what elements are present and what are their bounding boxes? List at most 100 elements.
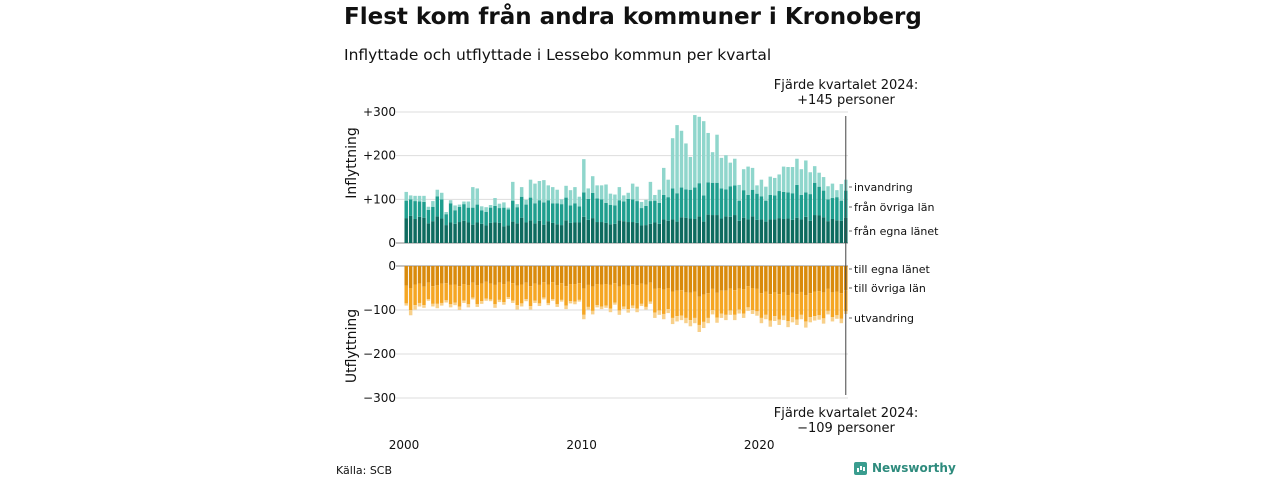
bar-in-1 <box>417 201 422 217</box>
bar-out-2 <box>759 317 764 324</box>
bar-out-0 <box>448 266 453 285</box>
bar-in-0 <box>435 216 440 243</box>
bar-out-1 <box>773 292 777 317</box>
y-axis-title-out: Utflyttning <box>344 309 360 383</box>
bar-in-2 <box>586 188 590 199</box>
bar-out-0 <box>497 266 502 283</box>
bar-in-0 <box>737 220 741 243</box>
bar-in-1 <box>644 205 648 226</box>
inflow-bars <box>404 115 848 243</box>
bar-out-2 <box>719 313 724 318</box>
bar-in-2 <box>710 152 715 183</box>
bar-in-1 <box>741 190 746 218</box>
bar-in-0 <box>595 222 599 243</box>
bar-in-1 <box>466 207 471 223</box>
bar-in-2 <box>773 177 777 196</box>
bar-in-0 <box>724 216 728 243</box>
bar-in-0 <box>799 219 804 243</box>
bar-in-0 <box>528 220 533 243</box>
bar-out-1 <box>777 294 781 320</box>
brand-name: Newsworthy <box>872 461 956 475</box>
bar-in-0 <box>555 224 559 243</box>
bar-out-0 <box>599 266 604 285</box>
bar-in-0 <box>657 223 662 243</box>
bar-out-2 <box>608 308 613 313</box>
bar-in-0 <box>466 222 471 243</box>
bar-in-2 <box>657 189 662 203</box>
bar-in-0 <box>733 215 737 243</box>
bar-in-2 <box>431 201 435 207</box>
bar-out-0 <box>626 266 630 286</box>
legend-label-in: invandring <box>854 181 913 194</box>
bar-in-2 <box>488 205 493 208</box>
bar-in-1 <box>622 201 626 222</box>
bar-out-1 <box>524 282 528 299</box>
bar-out-0 <box>666 266 670 288</box>
bar-in-0 <box>817 215 821 243</box>
bar-out-1 <box>817 291 821 316</box>
bar-out-1 <box>586 284 590 307</box>
bar-out-1 <box>431 286 435 304</box>
bar-in-1 <box>688 189 693 219</box>
bar-out-2 <box>511 300 515 303</box>
bar-out-0 <box>533 266 537 284</box>
bar-in-1 <box>835 197 839 221</box>
bar-out-0 <box>630 266 635 285</box>
bar-in-2 <box>537 180 542 201</box>
bar-out-1 <box>533 283 537 301</box>
bar-in-1 <box>804 192 808 217</box>
bar-in-0 <box>755 219 759 243</box>
bar-out-2 <box>799 314 804 320</box>
bar-in-0 <box>453 223 457 243</box>
bar-in-0 <box>688 218 693 243</box>
bar-out-2 <box>422 305 426 308</box>
y-axis-title-in: Inflyttning <box>344 127 360 199</box>
bar-in-1 <box>475 204 479 223</box>
bar-in-2 <box>408 195 413 200</box>
bar-out-0 <box>471 266 475 283</box>
bar-in-0 <box>804 216 808 243</box>
bar-out-0 <box>444 266 448 284</box>
bar-in-0 <box>790 219 795 243</box>
bar-out-1 <box>679 290 684 316</box>
bar-out-2 <box>564 305 568 310</box>
bar-in-0 <box>662 219 666 243</box>
bar-in-1 <box>790 193 795 220</box>
bar-in-0 <box>537 220 542 243</box>
bar-in-1 <box>684 189 688 218</box>
brand[interactable]: Newsworthy <box>854 461 956 475</box>
bar-out-1 <box>502 284 506 303</box>
bar-out-1 <box>506 281 511 298</box>
bar-in-2 <box>426 206 431 210</box>
bar-in-0 <box>542 224 546 243</box>
bar-in-2 <box>724 155 728 190</box>
bar-out-2 <box>537 303 542 307</box>
bar-out-1 <box>479 283 484 302</box>
bar-in-0 <box>639 225 644 243</box>
y-tick-label-in: +200 <box>363 149 396 163</box>
bar-out-1 <box>786 295 790 321</box>
bar-in-0 <box>413 218 417 243</box>
bar-out-2 <box>701 321 706 329</box>
bar-in-1 <box>808 194 812 221</box>
bar-out-2 <box>426 299 431 301</box>
bar-out-0 <box>724 266 728 291</box>
bar-in-2 <box>457 204 462 207</box>
bar-in-2 <box>497 203 502 209</box>
bar-in-1 <box>679 187 684 218</box>
bar-in-2 <box>422 195 426 202</box>
bar-out-0 <box>639 266 644 284</box>
bar-in-2 <box>626 192 630 199</box>
bar-in-1 <box>471 207 475 225</box>
bar-out-0 <box>528 266 533 287</box>
bar-in-1 <box>764 200 768 222</box>
bar-out-2 <box>408 310 413 316</box>
bar-in-1 <box>533 203 537 224</box>
x-tick-label: 2010 <box>566 438 597 452</box>
bar-out-2 <box>697 324 701 332</box>
bar-out-1 <box>750 288 755 310</box>
bar-out-1 <box>515 285 519 306</box>
bar-out-1 <box>488 283 493 300</box>
bar-in-1 <box>457 206 462 223</box>
